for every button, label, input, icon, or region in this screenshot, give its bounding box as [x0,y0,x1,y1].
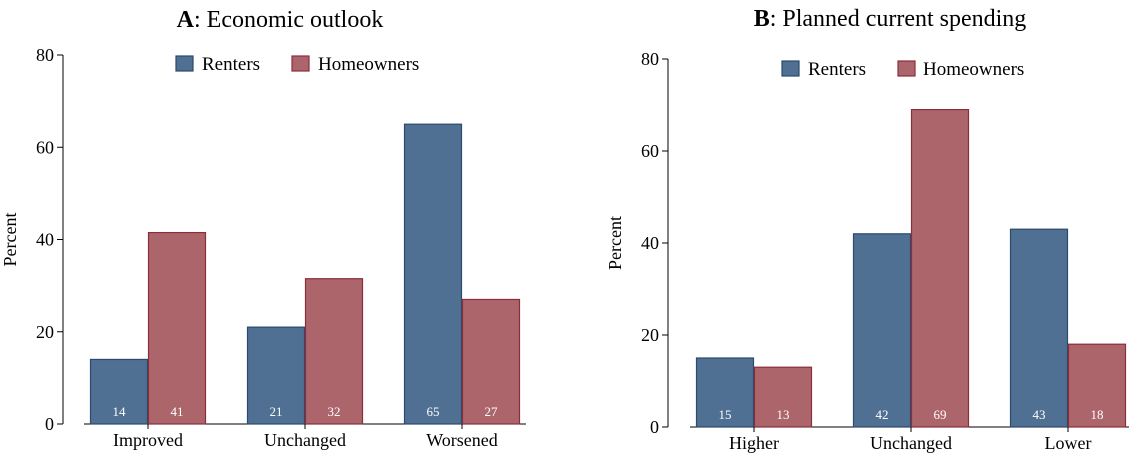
chart-title-letter: B [754,6,770,32]
bar-value-label: 27 [485,404,499,419]
bar-value-label: 32 [328,404,341,419]
panel-b: B: Planned current spending 0 20 40 60 80 Perc… [605,6,1129,453]
legend-label-renters: Renters [808,59,866,80]
y-tick-label: 80 [36,45,54,65]
bar-value-label: 42 [876,407,889,422]
bar-value-label: 69 [934,407,947,422]
bar-homeowners-unchanged [910,108,970,428]
chart-title: A: Economic outlook [177,7,384,33]
y-tick-label: 40 [641,233,659,253]
bar-renters-worsened [403,123,463,425]
x-tick-label: Worsened [426,430,498,450]
bar-value-label: 18 [1091,407,1104,422]
y-tick-label: 20 [641,325,659,345]
bar-value-label: 13 [777,407,790,422]
y-tick-label: 80 [641,49,659,69]
bar-homeowners-higher [753,366,813,428]
bar-renters-unchanged [246,326,306,425]
bar-value-label: 43 [1033,407,1046,422]
bar-renters-unchanged [852,233,912,428]
x-tick-label: Higher [729,433,779,453]
chart-title-text: : Economic outlook [194,7,383,33]
bar-renters-lower [1009,228,1069,428]
bar-value-label: 65 [427,404,440,419]
y-tick-label: 0 [650,417,659,437]
panel-a: A: Economic outlook 0 20 40 60 80 Percent 14 41 I… [0,7,526,450]
legend-label-homeowners: Homeowners [318,54,419,75]
y-tick-label: 0 [45,414,54,434]
y-axis-label: Percent [0,213,20,267]
bar-value-label: 41 [171,404,184,419]
chart-title-letter: A [177,7,195,33]
bar-homeowners-worsened [461,298,521,425]
bar-homeowners-lower [1067,343,1127,428]
bar-value-label: 21 [270,404,283,419]
bar-value-label: 14 [113,404,127,419]
chart-title: B: Planned current spending [754,6,1027,32]
y-axis-label: Percent [605,216,625,270]
legend-swatch-renters [175,55,194,72]
legend-swatch-homeowners [897,60,916,77]
legend-swatch-renters [781,60,800,77]
chart-title-text: : Planned current spending [770,6,1027,32]
legend-label-homeowners: Homeowners [923,59,1024,80]
x-tick-label: Lower [1045,433,1092,453]
x-tick-label: Unchanged [264,430,346,450]
legend-label-renters: Renters [202,54,260,75]
x-tick-label: Unchanged [870,433,952,453]
bar-value-label: 15 [719,407,732,422]
bar-homeowners-unchanged [304,278,364,425]
y-tick-label: 60 [36,137,54,157]
y-tick-label: 40 [36,230,54,250]
legend-swatch-homeowners [291,55,310,72]
bar-renters-higher [695,357,755,428]
x-tick-label: Improved [113,430,183,450]
y-tick-label: 60 [641,141,659,161]
y-tick-label: 20 [36,322,54,342]
bar-renters-improved [89,358,149,425]
bar-homeowners-improved [147,231,207,425]
